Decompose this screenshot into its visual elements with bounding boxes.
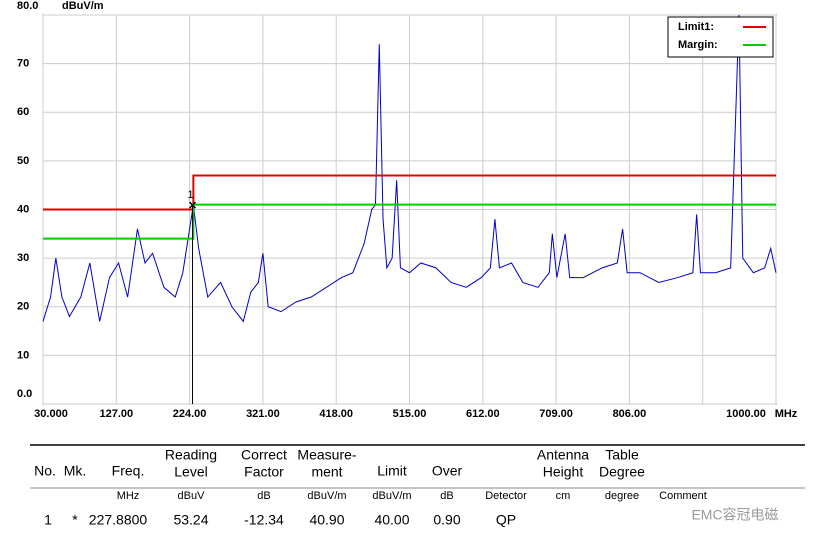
table-cell: QP [496, 512, 516, 528]
table-cell: 1 [44, 512, 52, 528]
column-header: ment [311, 464, 342, 480]
marker-cross [189, 201, 197, 209]
marker-label: 1 [187, 189, 193, 201]
y-tick-label: 40 [17, 203, 29, 215]
column-header: Antenna [537, 447, 589, 463]
y-tick-label: 10 [17, 349, 29, 361]
y-axis-label: dBuV/m [62, 0, 104, 12]
legend-box [667, 16, 774, 58]
y-tick-label: 70 [17, 58, 29, 70]
x-tick-label: 709.00 [539, 408, 573, 420]
x-tick-label: 806.00 [613, 408, 647, 420]
table-cell: 40.00 [374, 512, 409, 528]
column-header: Correct [241, 447, 287, 463]
column-header: No. [34, 463, 56, 479]
y-tick-label: 0.0 [17, 388, 32, 400]
column-unit: dBuV [178, 490, 206, 502]
y-tick-label: 50 [17, 155, 29, 167]
table-cell: 0.90 [433, 512, 460, 528]
column-unit: cm [556, 490, 571, 502]
column-unit: dBuV/m [372, 490, 411, 502]
column-header: Limit [377, 463, 407, 479]
x-tick-label: 418.00 [319, 408, 353, 420]
y-tick-label: 80.0 [17, 0, 38, 12]
table-cell: -12.34 [244, 512, 284, 528]
column-header: Height [543, 464, 584, 480]
column-header: Level [174, 464, 207, 480]
column-header: Freq. [112, 463, 145, 479]
series-line [43, 203, 776, 240]
column-header: Measure- [297, 447, 356, 463]
x-tick-label: 515.00 [393, 408, 427, 420]
y-tick-label: 30 [17, 252, 29, 264]
column-header: Mk. [64, 463, 87, 479]
series-line [43, 174, 776, 211]
column-header: Reading [165, 447, 217, 463]
legend-label: Margin: [678, 39, 718, 51]
table-cell: * [72, 512, 78, 528]
column-unit: dB [257, 490, 270, 502]
table-cell: 53.24 [173, 512, 208, 528]
y-tick-label: 20 [17, 301, 29, 313]
x-tick-label: 612.00 [466, 408, 500, 420]
series-line [42, 14, 777, 323]
x-axis-label: MHz [775, 408, 798, 420]
column-header: Over [432, 463, 463, 479]
x-tick-label: 321.00 [246, 408, 280, 420]
column-unit: degree [605, 490, 639, 502]
column-unit: Comment [659, 490, 707, 502]
column-header: Table [605, 447, 639, 463]
table-cell: 227.8800 [89, 512, 148, 528]
watermark: EMC容冠电磁 [691, 507, 778, 523]
legend-label: Limit1: [678, 21, 714, 33]
column-unit: dBuV/m [307, 490, 346, 502]
x-tick-label: 127.00 [99, 408, 133, 420]
x-tick-label: 224.00 [173, 408, 207, 420]
x-tick-label: 1000.00 [726, 408, 766, 420]
y-tick-label: 60 [17, 106, 29, 118]
column-unit: dB [440, 490, 453, 502]
x-tick-label: 30.000 [34, 408, 68, 420]
column-header: Factor [244, 464, 284, 480]
column-header: Degree [599, 464, 645, 480]
column-unit: MHz [117, 490, 140, 502]
table-cell: 40.90 [309, 512, 344, 528]
column-unit: Detector [485, 490, 527, 502]
